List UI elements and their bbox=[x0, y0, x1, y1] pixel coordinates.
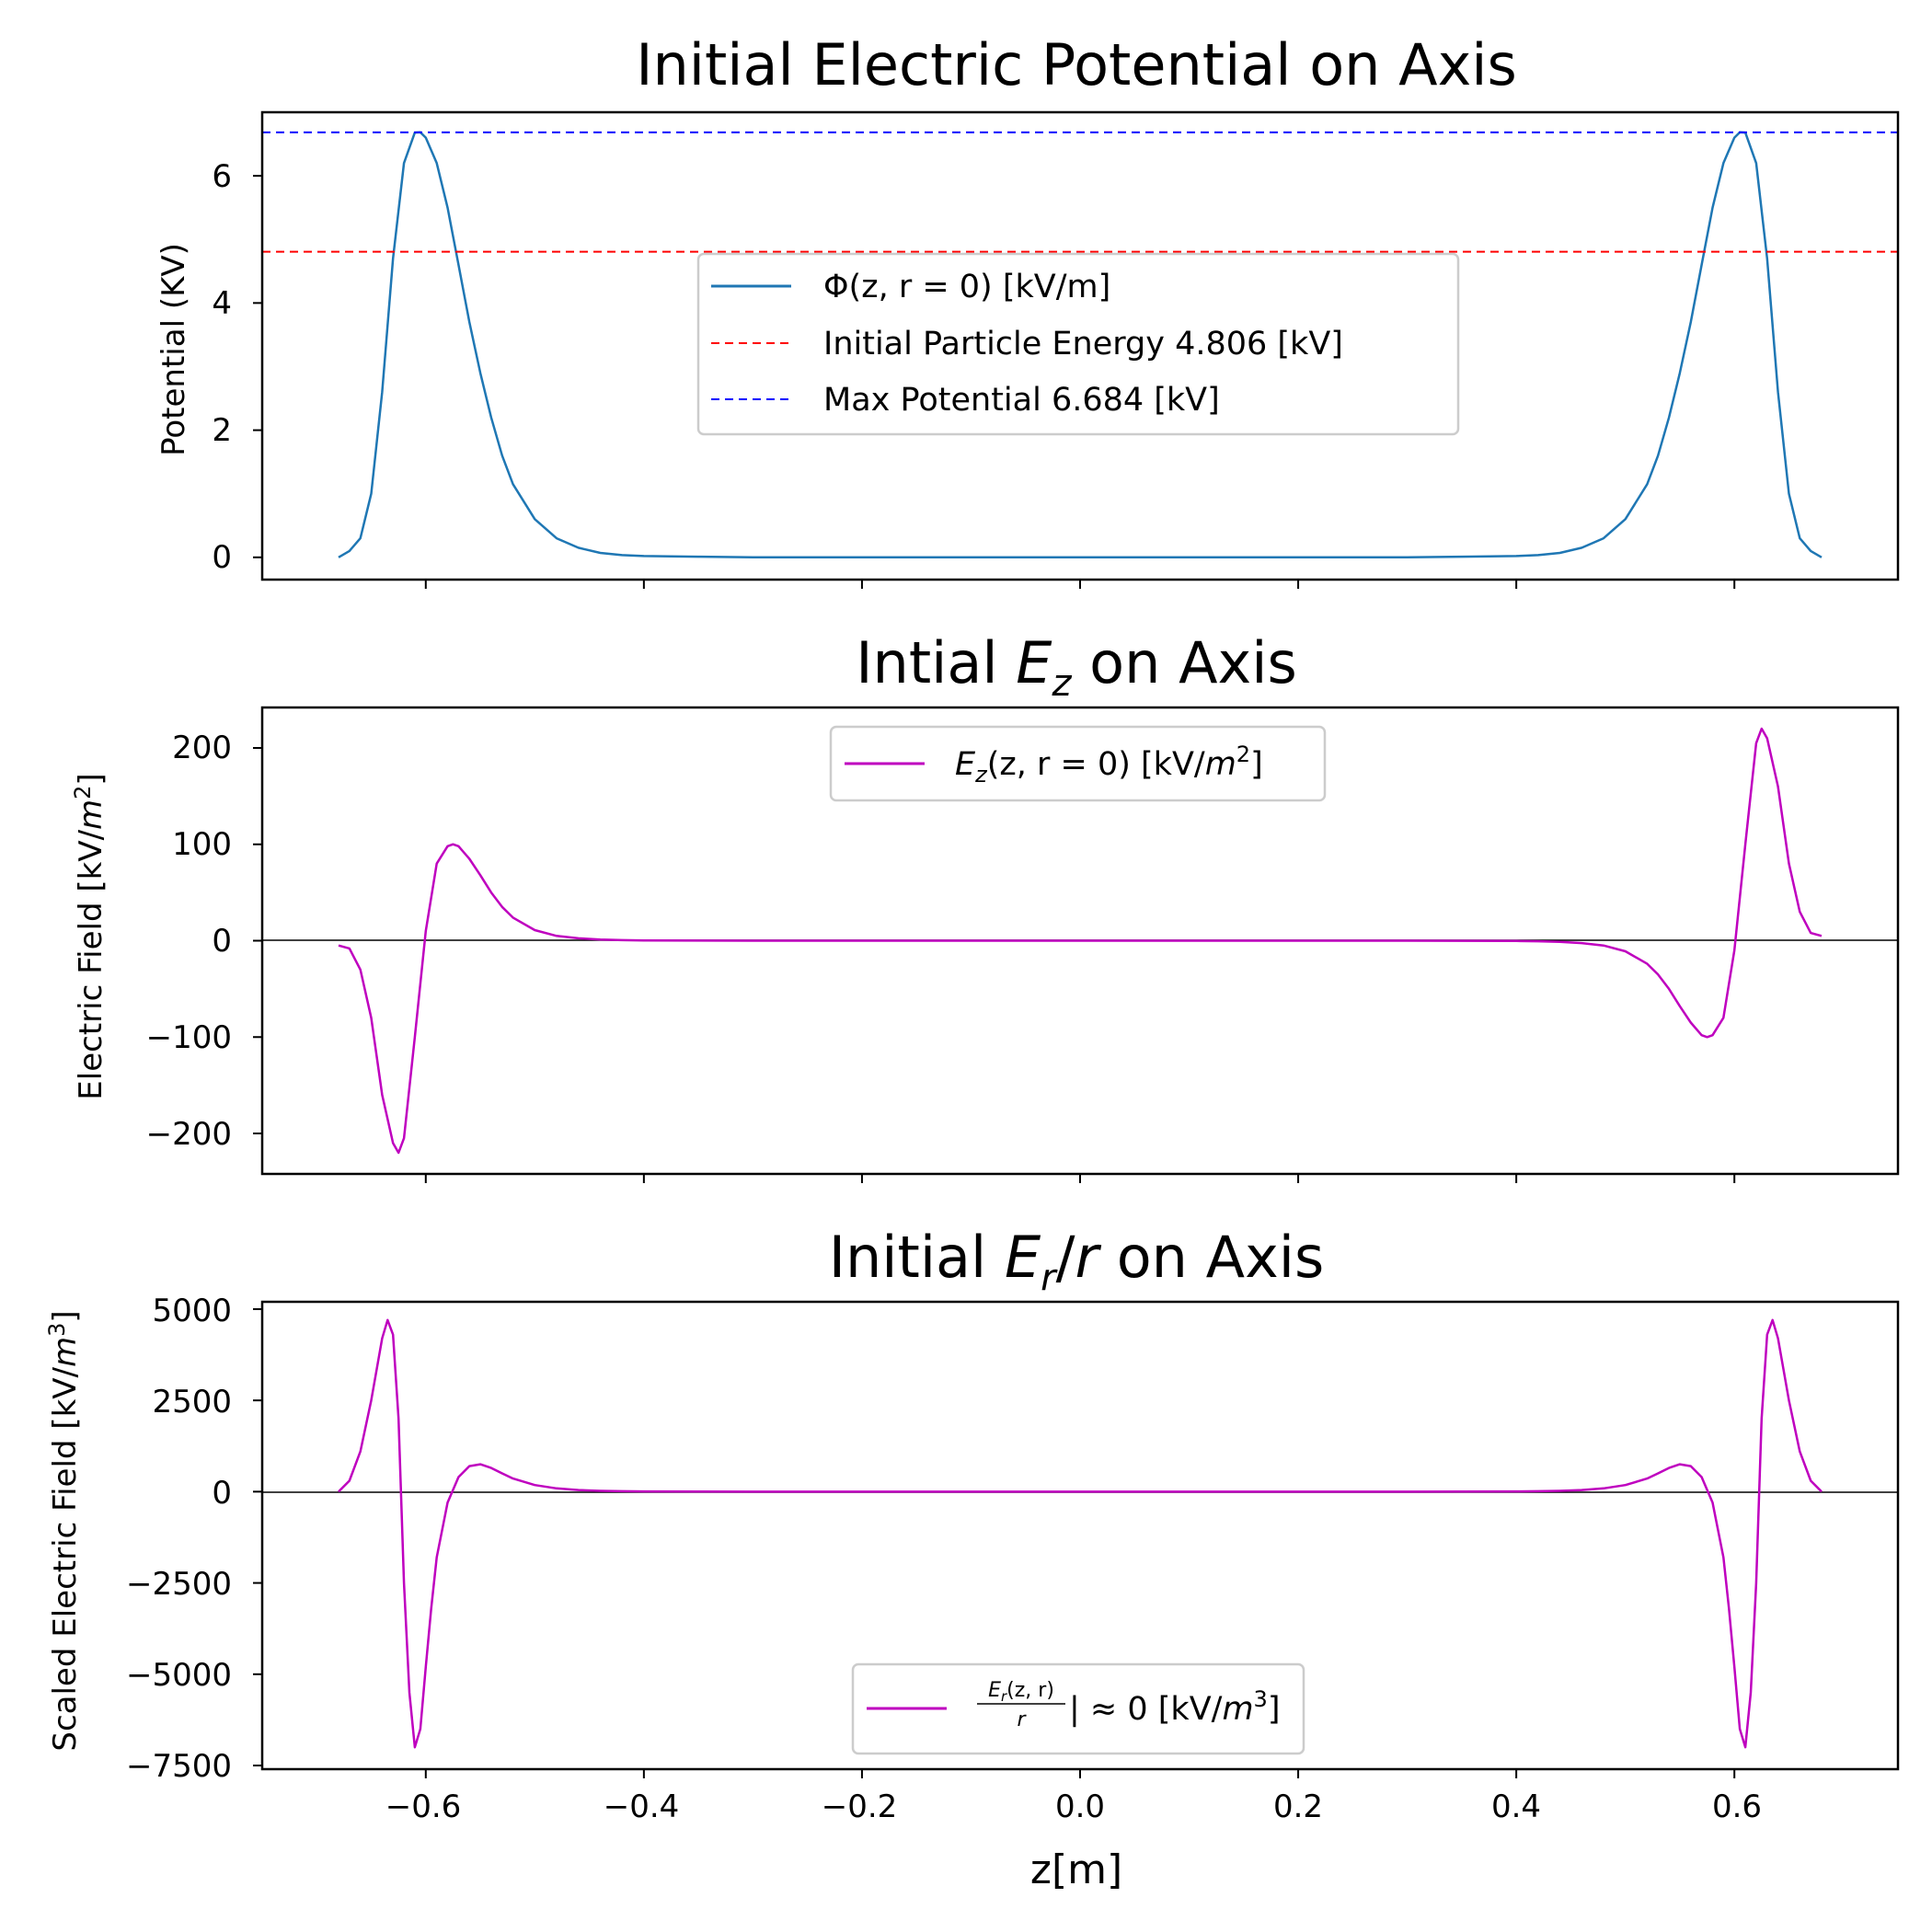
x-axis-label: z[m] bbox=[1030, 1846, 1122, 1893]
panel-2-ytick-label: 0 bbox=[212, 923, 232, 960]
legend-label-er-rest: | ≈ 0 [kV/m3] bbox=[1069, 1686, 1280, 1728]
legend-label-initial-energy: Initial Particle Energy 4.806 [kV] bbox=[823, 326, 1343, 362]
panel-3-ytick-label: 0 bbox=[212, 1475, 232, 1512]
panel-2-series bbox=[338, 727, 1823, 1155]
panel-3-ytick-label: −7500 bbox=[126, 1748, 232, 1785]
panel-1-series bbox=[262, 131, 1898, 559]
panel-3-legend: Er(z, r) r | ≈ 0 [kV/m3] bbox=[851, 1662, 1305, 1755]
panel-3-title: Initial Er/r on Axis bbox=[829, 1224, 1325, 1299]
legend-fraction-denominator: r bbox=[1017, 1708, 1027, 1731]
panel-3-series bbox=[338, 1318, 1823, 1749]
panel-2-frame bbox=[260, 706, 1900, 1176]
panel-3-ytick-label: 2500 bbox=[152, 1384, 232, 1420]
panel-ez: Intial Ez on Axis Electric Field [kV/m2]… bbox=[70, 629, 1900, 1183]
xtick-label: 0.6 bbox=[1712, 1788, 1762, 1825]
panel-2-legend: Ez(z, r = 0) [kV/m2] bbox=[829, 725, 1327, 802]
xtick-label: 0.2 bbox=[1273, 1788, 1323, 1825]
xtick-label: 0.4 bbox=[1491, 1788, 1541, 1825]
series-line-1-0 bbox=[338, 727, 1823, 1155]
panel-1-ticks bbox=[253, 175, 1736, 589]
xtick-label: −0.4 bbox=[604, 1788, 680, 1825]
panel-2-title: Intial Ez on Axis bbox=[856, 629, 1297, 705]
panel-er: Initial Er/r on Axis Scaled Electric Fie… bbox=[44, 1224, 1900, 1893]
panel-3-ticks bbox=[253, 1307, 1736, 1778]
panel-2-ticks bbox=[253, 746, 1736, 1183]
panel-2-ytick-label: 100 bbox=[172, 826, 232, 863]
legend-label-max-potential: Max Potential 6.684 [kV] bbox=[823, 382, 1220, 419]
panel-1-ytick-label: 4 bbox=[212, 285, 232, 322]
panel-3-ytick-label: 5000 bbox=[152, 1293, 232, 1329]
panel-2-ytick-label: −200 bbox=[146, 1116, 232, 1153]
legend-box bbox=[829, 725, 1327, 802]
panel-1-ytick-labels: 0 2 4 6 bbox=[212, 158, 232, 576]
panel-3-ytick-label: −5000 bbox=[126, 1657, 232, 1694]
panel-1-ytick-label: 0 bbox=[212, 539, 232, 576]
panel-1-ytick-label: 2 bbox=[212, 412, 232, 449]
panel-3-ytick-label: −2500 bbox=[126, 1566, 232, 1603]
legend-label-er: Er(z, r) r | ≈ 0 [kV/m3] bbox=[977, 1679, 1280, 1731]
legend-label-ez: Ez(z, r = 0) [kV/m2] bbox=[955, 742, 1263, 788]
panel-1-title: Initial Electric Potential on Axis bbox=[636, 31, 1517, 98]
legend-box bbox=[696, 252, 1460, 436]
panel-3-ylabel: Scaled Electric Field [kV/m3] bbox=[44, 1310, 84, 1751]
series-line-2-0 bbox=[338, 1318, 1823, 1749]
series-line-0-0 bbox=[338, 131, 1823, 559]
panel-1-legend: Φ(z, r = 0) [kV/m] Initial Particle Ener… bbox=[696, 252, 1460, 436]
panel-3-frame bbox=[260, 1300, 1900, 1771]
panel-2-ytick-label: −100 bbox=[146, 1019, 232, 1056]
panel-1-frame bbox=[260, 110, 1900, 581]
panel-3-ytick-labels: 5000 2500 0 −2500 −5000 −7500 bbox=[126, 1293, 232, 1785]
legend-label-potential: Φ(z, r = 0) [kV/m] bbox=[823, 269, 1110, 305]
panel-2-ytick-label: 200 bbox=[172, 730, 232, 766]
panel-1-ylabel: Potential (KV) bbox=[155, 243, 192, 456]
panel-3-xtick-labels: −0.6 −0.4 −0.2 0.0 0.2 0.4 0.6 bbox=[385, 1788, 1762, 1825]
panel-1-ytick-label: 6 bbox=[212, 158, 232, 195]
panel-potential: Initial Electric Potential on Axis Poten… bbox=[155, 31, 1900, 589]
xtick-label: −0.6 bbox=[385, 1788, 462, 1825]
legend-box bbox=[851, 1662, 1305, 1755]
panel-2-ytick-labels: 200 100 0 −100 −200 bbox=[146, 730, 232, 1153]
panel-2-ylabel: Electric Field [kV/m2] bbox=[70, 773, 109, 1099]
legend-fraction-numerator: Er(z, r) bbox=[988, 1679, 1054, 1705]
xtick-label: −0.2 bbox=[822, 1788, 898, 1825]
xtick-label: 0.0 bbox=[1055, 1788, 1105, 1825]
